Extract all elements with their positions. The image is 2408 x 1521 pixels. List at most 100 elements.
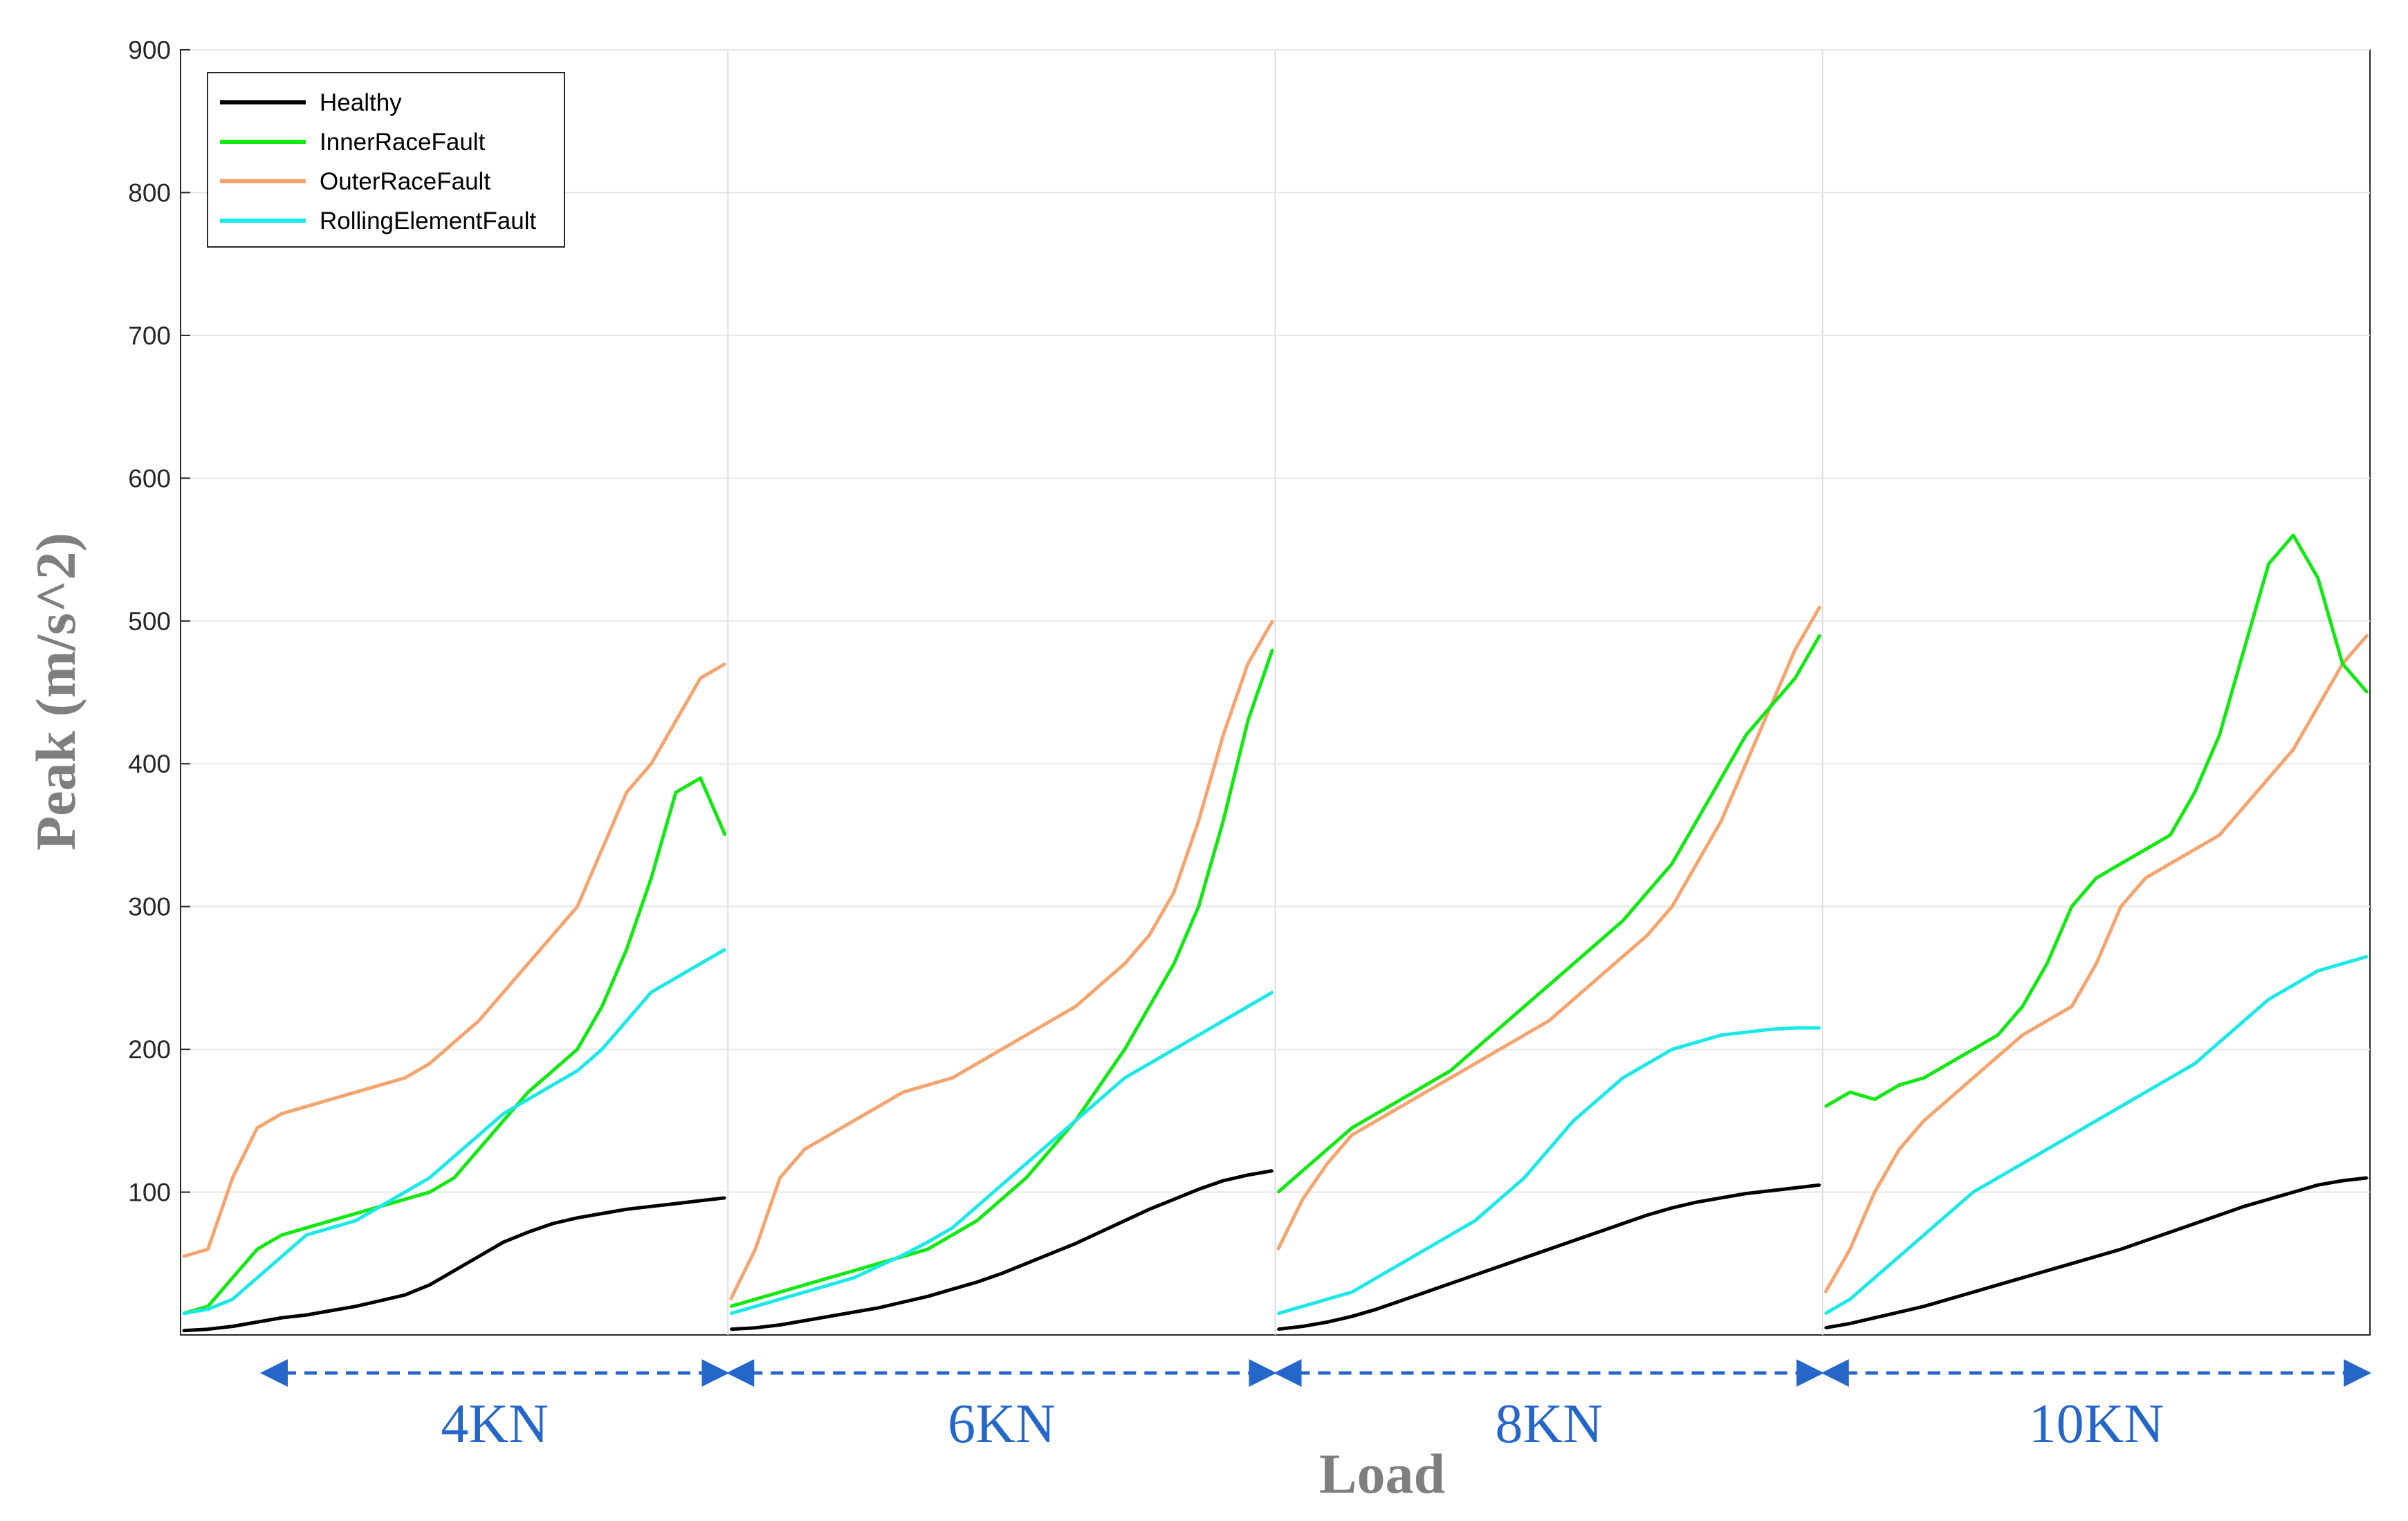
data-point — [2144, 1239, 2147, 1242]
data-point — [1247, 719, 1249, 722]
data-point — [2341, 962, 2344, 965]
data-point — [724, 1197, 726, 1199]
data-point — [650, 1205, 652, 1208]
data-point — [2120, 1248, 2122, 1251]
data-point — [1621, 1076, 1624, 1079]
data-point — [1400, 1105, 1402, 1108]
data-point — [2243, 1205, 2245, 1208]
data-point — [1848, 1322, 1851, 1325]
data-point — [1350, 1134, 1353, 1136]
data-point — [1375, 1276, 1378, 1279]
data-point — [1898, 1084, 1901, 1087]
data-point — [453, 1177, 456, 1179]
data-point — [1547, 1148, 1550, 1151]
data-point — [1646, 1062, 1648, 1065]
data-point — [754, 1327, 757, 1329]
data-point — [951, 1234, 954, 1236]
data-point — [1873, 1316, 1876, 1319]
data-point — [1922, 1076, 1925, 1079]
data-point — [2317, 1183, 2319, 1186]
data-point — [1695, 1041, 1698, 1044]
data-point — [1646, 1214, 1648, 1217]
data-point — [403, 1076, 406, 1079]
data-point — [1770, 706, 1772, 708]
data-point — [1222, 1020, 1224, 1022]
data-point — [1222, 734, 1224, 737]
data-point — [1424, 1084, 1427, 1087]
data-point — [1247, 663, 1249, 665]
data-point — [1000, 1272, 1003, 1275]
data-point — [428, 1062, 431, 1065]
data-point — [477, 1148, 480, 1151]
data-point — [1277, 1191, 1279, 1194]
data-point — [182, 1329, 185, 1332]
data-point — [1819, 1026, 1821, 1029]
data-point — [1049, 1148, 1052, 1151]
data-point — [551, 1084, 554, 1087]
x-axis-title: Load — [1319, 1442, 1445, 1505]
data-point — [403, 1198, 406, 1201]
data-point — [2070, 1005, 2073, 1008]
data-point — [1498, 1026, 1501, 1029]
data-point — [2317, 970, 2319, 972]
data-point — [1247, 1005, 1249, 1008]
data-point — [1271, 620, 1274, 623]
data-point — [1375, 1308, 1378, 1311]
y-axis-title: Peak (m/s^2) — [24, 533, 87, 851]
data-point — [803, 1319, 806, 1322]
data-point — [1049, 1252, 1052, 1255]
data-point — [2169, 863, 2171, 865]
data-point — [330, 1226, 333, 1229]
data-point — [256, 1127, 259, 1130]
data-point — [305, 1234, 308, 1236]
data-point — [1695, 820, 1698, 822]
data-point — [2292, 748, 2295, 751]
data-point — [354, 1091, 357, 1094]
data-point — [1597, 977, 1599, 979]
y-tick-label: 300 — [128, 893, 171, 921]
data-point — [1222, 820, 1224, 822]
data-point — [453, 1155, 456, 1158]
series-RollingElementFault — [182, 948, 2369, 1316]
legend-label: OuterRaceFault — [320, 168, 490, 195]
data-point — [280, 1112, 283, 1115]
data-point — [1400, 1098, 1402, 1100]
data-point — [2095, 1255, 2097, 1257]
data-point — [403, 1191, 406, 1194]
data-point — [576, 1048, 579, 1051]
data-point — [600, 848, 603, 851]
data-point — [526, 962, 529, 965]
data-point — [754, 1248, 757, 1251]
data-point — [1523, 1177, 1525, 1179]
data-point — [674, 719, 677, 722]
data-point — [2169, 1230, 2171, 1233]
data-point — [502, 991, 505, 993]
data-point — [2243, 1020, 2245, 1022]
data-point — [1424, 1248, 1427, 1251]
data-point — [1326, 1320, 1329, 1323]
data-point — [1123, 962, 1126, 965]
data-point — [926, 1084, 929, 1087]
data-point — [1301, 1198, 1304, 1201]
legend-label: InnerRaceFault — [320, 129, 486, 156]
data-point — [1049, 1141, 1052, 1143]
data-point — [428, 1284, 431, 1287]
data-point — [1326, 1148, 1329, 1151]
load-label: 10KN — [2029, 1394, 2165, 1455]
data-point — [1824, 1105, 1827, 1108]
data-point — [1720, 1197, 1722, 1199]
data-point — [625, 1208, 628, 1210]
data-point — [1473, 1219, 1476, 1222]
data-point — [1000, 1048, 1003, 1051]
data-point — [1972, 1048, 1974, 1051]
data-point — [1996, 1284, 1999, 1287]
data-point — [1301, 1305, 1304, 1308]
y-axis-ticks: 100 200 300 400 500 600 700 800 900 — [128, 36, 190, 1207]
data-point — [1547, 1248, 1550, 1251]
data-point — [1375, 1119, 1378, 1122]
data-point — [526, 1091, 529, 1094]
data-point — [2194, 1062, 2196, 1065]
data-point — [477, 1134, 480, 1136]
data-point — [1996, 1034, 1999, 1036]
data-point — [2046, 962, 2048, 965]
